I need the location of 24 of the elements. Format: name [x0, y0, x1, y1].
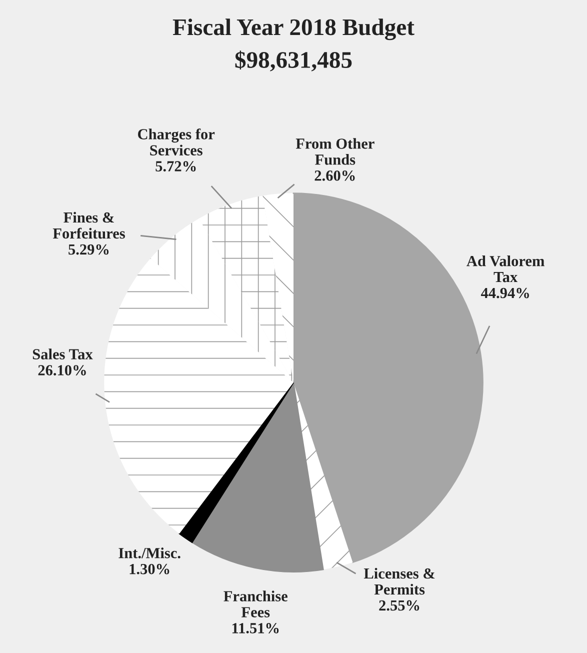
pie-slice	[262, 193, 294, 383]
slice-label: From Other Funds	[296, 138, 374, 165]
chart-title: Fiscal Year 2018 Budget	[172, 18, 414, 40]
data-label: 2.60%	[314, 170, 355, 181]
pie-slice	[150, 218, 294, 383]
pie-slice	[178, 382, 294, 543]
slice-label: Licenses & Permits	[364, 568, 435, 595]
pie-slice	[104, 258, 294, 534]
data-label: 2.55%	[379, 600, 420, 611]
slice-label: Fines & Forfeitures	[52, 212, 125, 239]
data-label: 11.51%	[232, 623, 279, 634]
data-label: 5.72%	[156, 161, 196, 172]
pie-slice	[198, 196, 294, 383]
data-label: 5.29%	[68, 244, 109, 255]
slice-label: Franchise Fees	[224, 590, 288, 618]
data-label: 26.10%	[38, 365, 86, 376]
data-label: 44.94%	[480, 288, 529, 298]
slice-label: Int./Misc.	[118, 548, 180, 558]
pie-slice	[192, 382, 324, 572]
data-label: 1.30%	[130, 564, 170, 574]
slice-label: Ad Valorem Tax	[466, 255, 544, 282]
slice-label: Sales Tax	[32, 348, 93, 360]
slice-label: Charges for Services	[138, 128, 215, 156]
chart-subtitle: $98,631,485	[235, 50, 352, 72]
